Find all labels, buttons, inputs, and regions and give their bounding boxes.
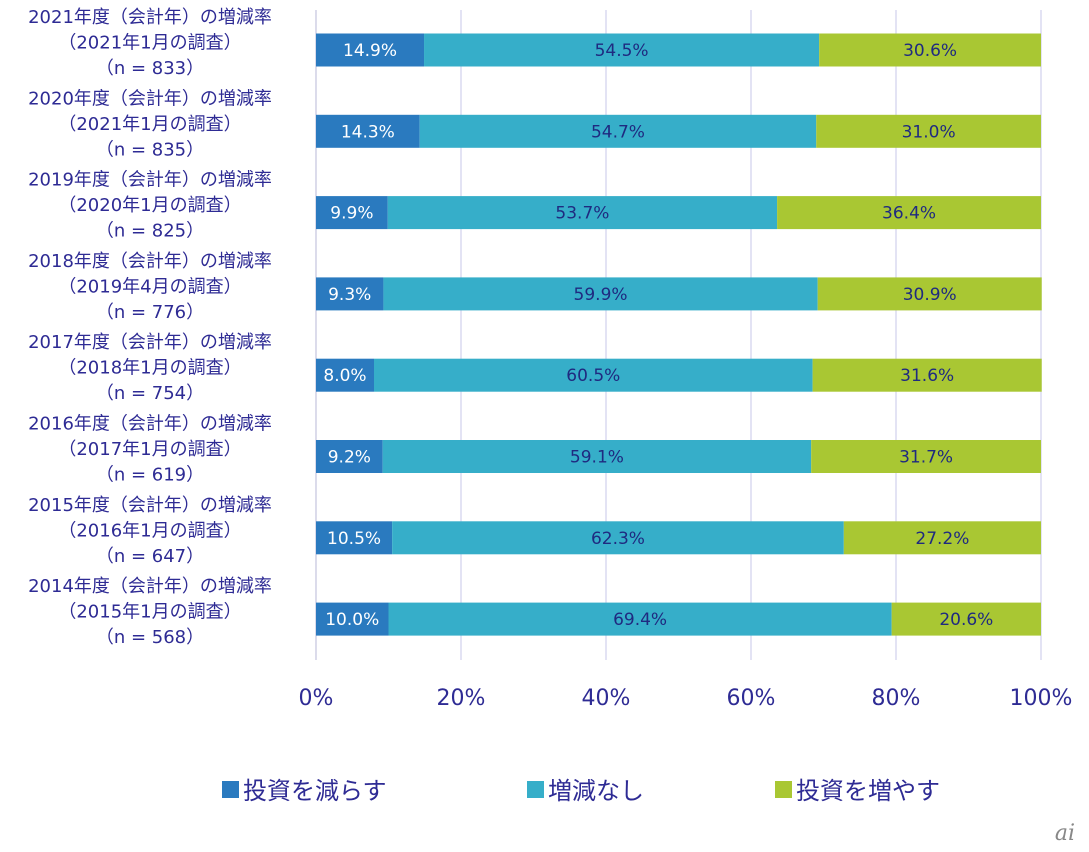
legend-label: 投資を減らす [243, 777, 387, 805]
category-label: （n = 619） [96, 465, 204, 486]
bar-segment [816, 114, 1041, 148]
category-label: （2017年1月の調査） [58, 439, 241, 460]
data-label: 62.3% [591, 529, 645, 549]
category-label: 2016年度（会計年）の増減率 [28, 414, 272, 435]
data-label: 31.0% [902, 122, 956, 142]
category-label: （2018年1月の調査） [58, 358, 241, 379]
category-label: （n = 825） [96, 221, 204, 242]
data-label: 59.1% [570, 448, 624, 468]
category-label: （2016年1月の調査） [58, 520, 241, 541]
data-label: 14.9% [343, 41, 397, 61]
category-label: 2021年度（会計年）の増減率 [28, 7, 272, 28]
category-label: （n = 647） [96, 546, 204, 567]
category-label: （2015年1月の調査） [58, 602, 241, 623]
data-label: 10.0% [325, 610, 379, 630]
data-label: 31.6% [900, 366, 954, 386]
data-label: 27.2% [915, 529, 969, 549]
bar-segment [387, 196, 778, 230]
category-label: （n = 776） [96, 302, 204, 323]
x-tick-label: 40% [582, 686, 631, 711]
data-label: 60.5% [566, 366, 620, 386]
data-label: 10.5% [327, 529, 381, 549]
data-label: 9.2% [328, 448, 371, 468]
ai-logo-watermark: ai [1054, 821, 1075, 846]
legend-label: 投資を増やす [796, 777, 940, 805]
bar-segment [316, 33, 425, 67]
bar-segment [777, 196, 1041, 230]
data-label: 9.3% [328, 285, 371, 305]
bar-segment [419, 114, 817, 148]
bar-segment [891, 602, 1041, 636]
bar-segment [843, 521, 1041, 555]
bar-segment [819, 33, 1041, 67]
category-label: （n = 833） [96, 58, 204, 79]
bar-segment [424, 33, 820, 67]
data-label: 54.7% [591, 122, 645, 142]
bar-segment [316, 521, 393, 555]
bar-segment [316, 602, 389, 636]
category-label: （n = 835） [96, 139, 204, 160]
x-tick-label: 100% [1010, 686, 1073, 711]
category-label: 2017年度（会計年）の増減率 [28, 332, 272, 353]
bar-segment [812, 358, 1042, 392]
category-label: 2018年度（会計年）の増減率 [28, 251, 272, 272]
bar-segment [382, 440, 812, 473]
x-tick-label: 0% [299, 686, 334, 711]
category-label: （2020年1月の調査） [58, 195, 241, 216]
data-label: 9.9% [330, 204, 373, 224]
category-label: （n = 754） [96, 383, 204, 404]
bar-segment [316, 114, 420, 148]
bar-segment [383, 277, 818, 311]
data-label: 59.9% [574, 285, 628, 305]
data-label: 31.7% [899, 448, 953, 468]
bar-segment [388, 602, 892, 636]
bar-segment [392, 521, 844, 555]
data-label: 8.0% [323, 366, 366, 386]
bar-segment [316, 196, 388, 230]
bar-segment [811, 440, 1041, 473]
data-label: 54.5% [595, 41, 649, 61]
category-label: （2021年1月の調査） [58, 114, 241, 135]
data-label: 69.4% [613, 610, 667, 630]
bar-segment [316, 277, 384, 311]
bar-segment [374, 358, 813, 392]
category-label: 2014年度（会計年）の増減率 [28, 576, 272, 597]
legend-swatch [222, 781, 239, 798]
category-label: 2020年度（会計年）の増減率 [28, 88, 272, 109]
legend-swatch [775, 781, 792, 798]
data-label: 14.3% [341, 122, 395, 142]
x-tick-label: 60% [727, 686, 776, 711]
x-tick-label: 80% [872, 686, 921, 711]
data-label: 30.9% [903, 285, 957, 305]
category-label: （2019年4月の調査） [58, 276, 241, 297]
bar-segment [316, 440, 383, 473]
category-label: 2019年度（会計年）の増減率 [28, 170, 272, 191]
data-label: 20.6% [939, 610, 993, 630]
bar-segment [316, 358, 374, 392]
category-label: 2015年度（会計年）の増減率 [28, 495, 272, 516]
data-label: 53.7% [555, 204, 609, 224]
legend-swatch [527, 781, 544, 798]
bar-segment [817, 277, 1042, 311]
category-label: （2021年1月の調査） [58, 33, 241, 54]
category-label: （n = 568） [96, 627, 204, 648]
x-tick-label: 20% [437, 686, 486, 711]
data-label: 36.4% [882, 204, 936, 224]
legend-label: 増減なし [548, 777, 644, 805]
data-label: 30.6% [903, 41, 957, 61]
